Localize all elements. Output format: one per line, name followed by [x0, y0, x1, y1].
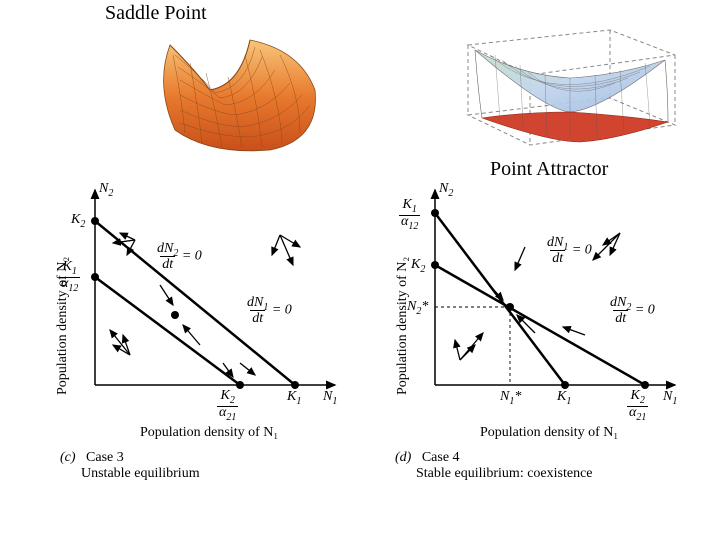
- xtick-k2a21-right: K2α21: [627, 390, 648, 423]
- xtick-n1star-right: N1*: [500, 389, 521, 407]
- caption-left: (c) Case 3 Unstable equilibrium: [60, 450, 200, 482]
- iso-dn1-right: dN1dt = 0: [547, 237, 592, 264]
- iso-dn2-right: dN2dt = 0: [610, 297, 655, 324]
- ytop-n2-right: N2: [439, 181, 453, 199]
- phase-plane-right: K1α12 K2 N2* N1* K1 K2α21 N2 N1 dN1dt = …: [405, 185, 685, 415]
- ytick-k2-left: K2: [71, 212, 85, 230]
- caption-right: (d) Case 4 Stable equilibrium: coexisten…: [395, 450, 593, 482]
- phase-plane-left: K2 K1α12 K2α21 K1 N2 N1 dN2dt = 0 dN1dt …: [65, 185, 345, 415]
- ylabel-left: Population density of N₂: [55, 257, 71, 395]
- xlabel-right: Population density of N₁: [480, 425, 618, 441]
- attractor-surface: [450, 20, 685, 155]
- xlabel-left: Population density of N₁: [140, 425, 278, 441]
- iso-dn2-left: dN2dt = 0: [157, 243, 202, 270]
- ylabel-right: Population density of N₂: [395, 257, 411, 395]
- xright-n1-right: N1: [663, 389, 677, 407]
- ytick-k1a12-right: K1α12: [399, 199, 420, 232]
- iso-dn1-left: dN1dt = 0: [247, 297, 292, 324]
- xtick-k2a21-left: K2α21: [217, 390, 238, 423]
- xright-n1-left: N1: [323, 389, 337, 407]
- xtick-k1-left: K1: [287, 389, 301, 407]
- ytop-n2-left: N2: [99, 181, 113, 199]
- ytick-k2-right: K2: [411, 257, 425, 275]
- xtick-k1-right: K1: [557, 389, 571, 407]
- attractor-title: Point Attractor: [490, 158, 608, 181]
- saddle-surface: [140, 15, 340, 160]
